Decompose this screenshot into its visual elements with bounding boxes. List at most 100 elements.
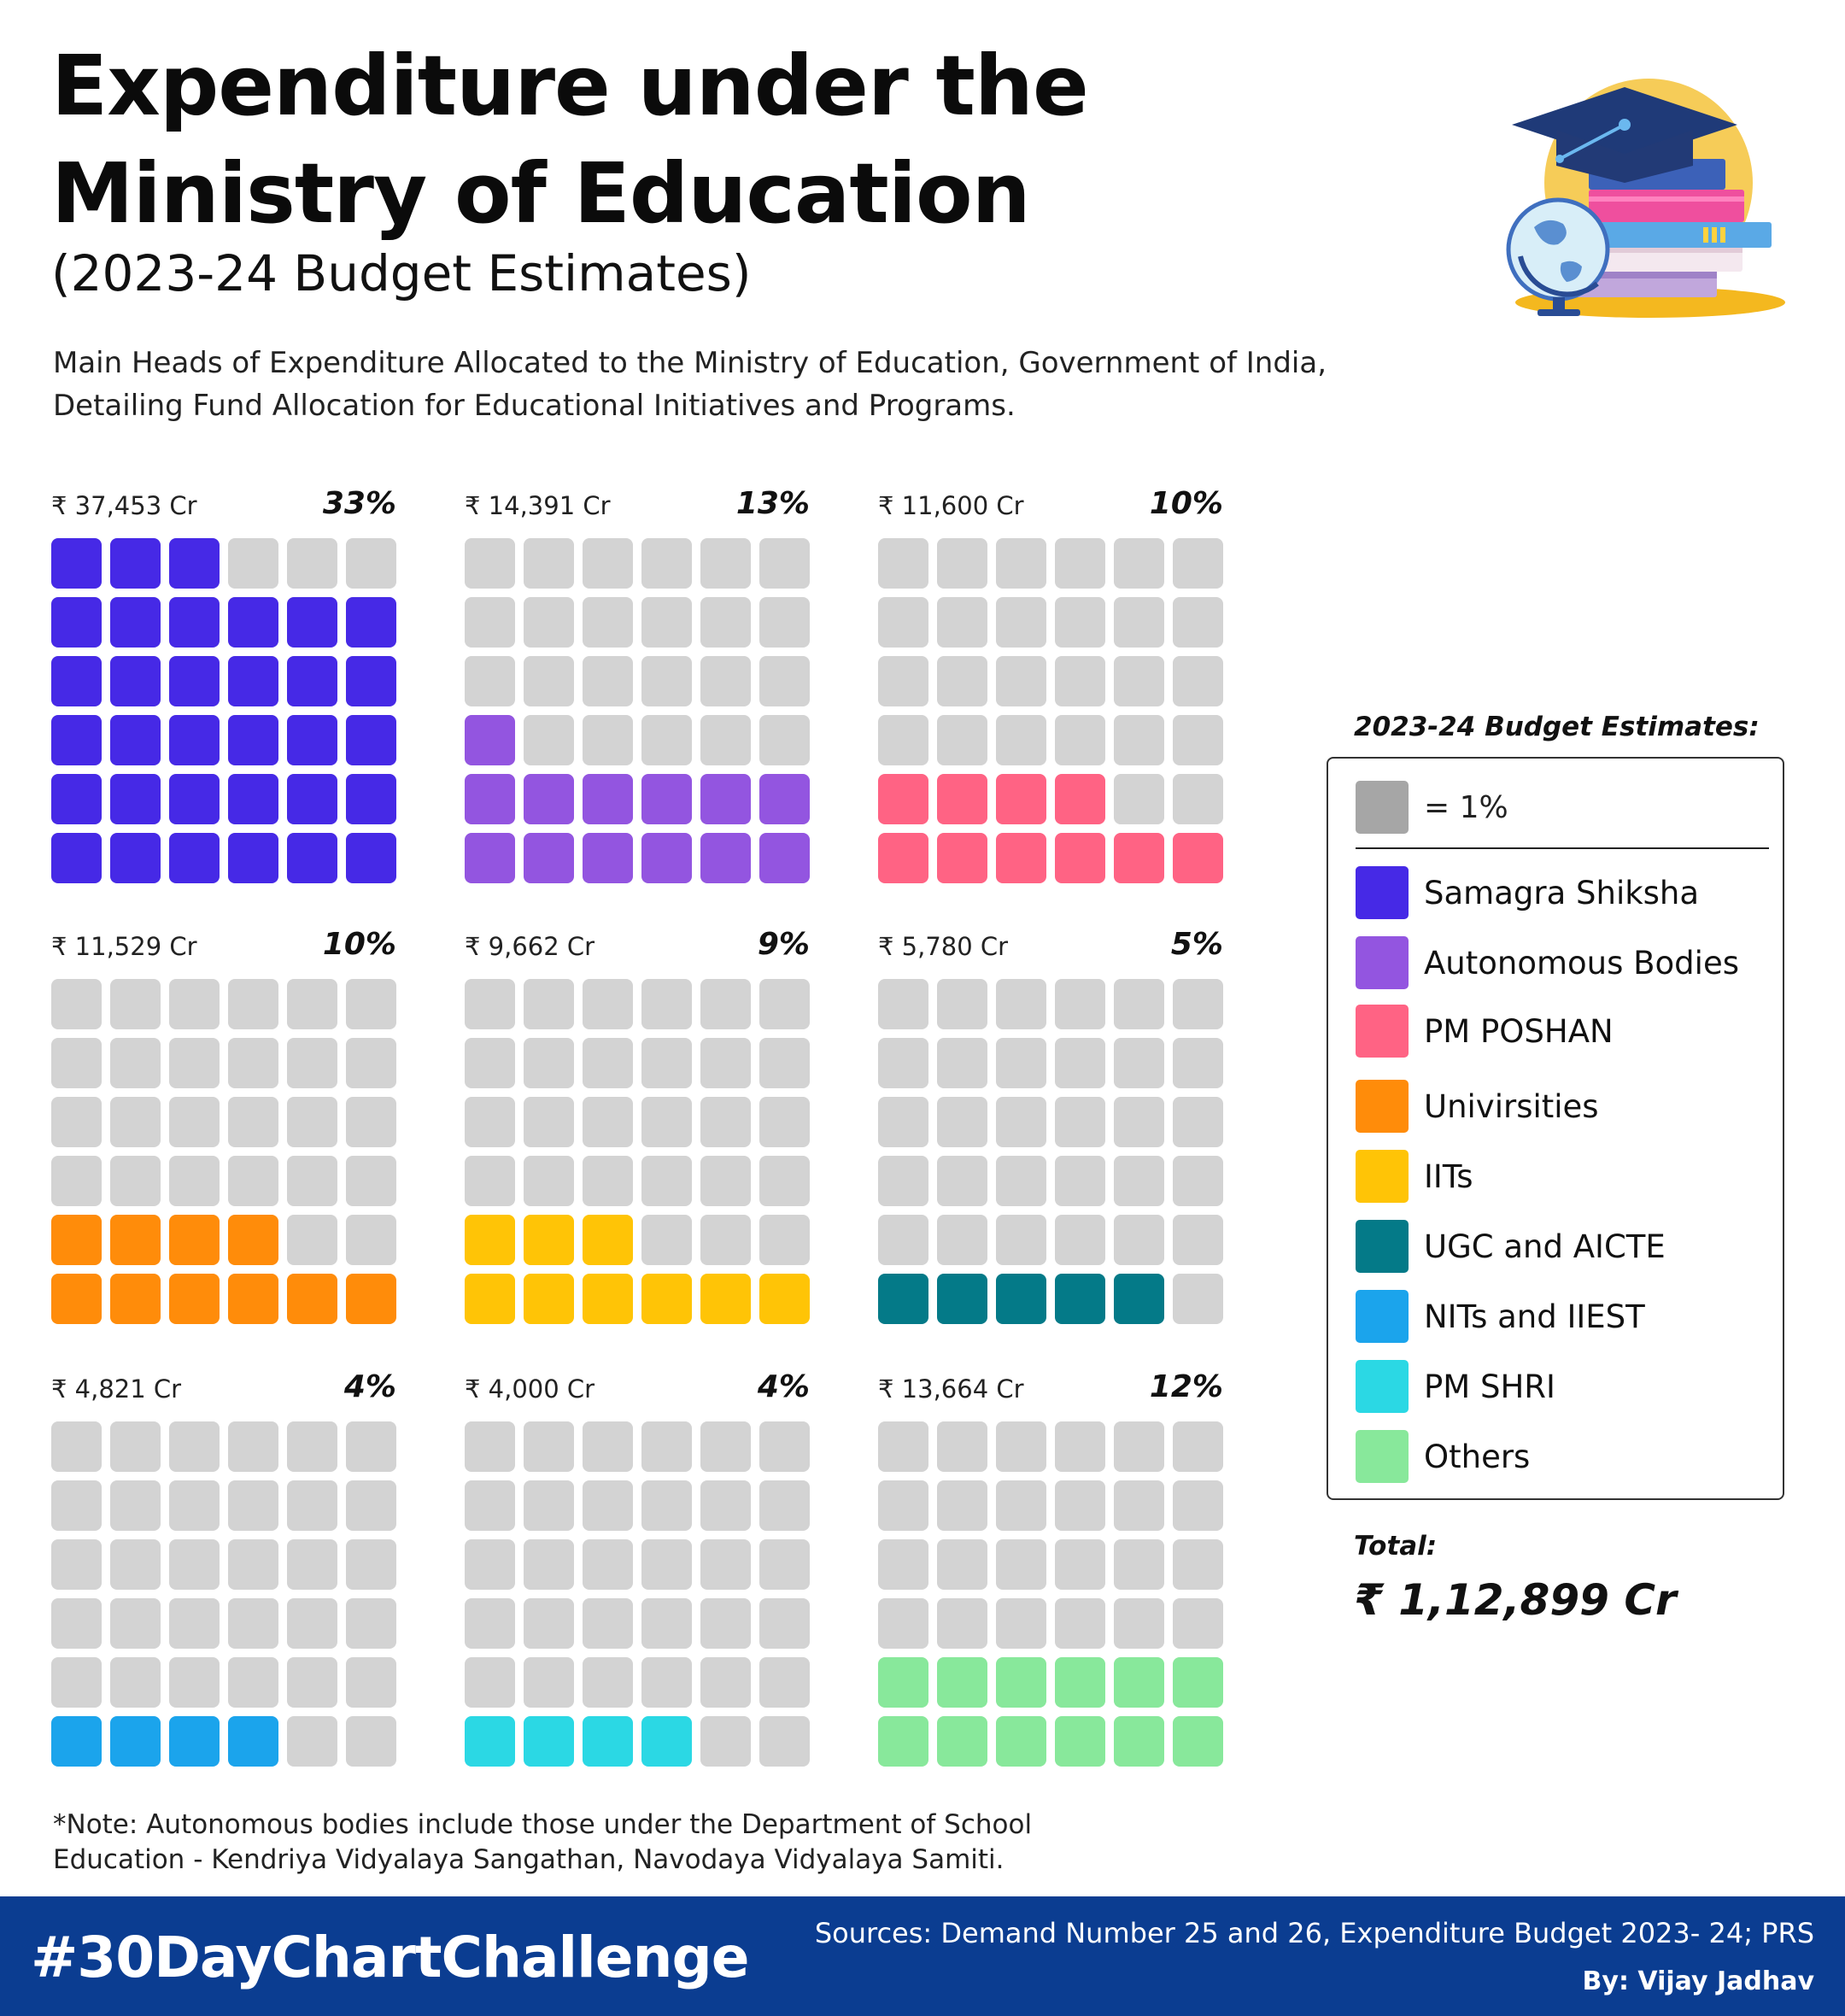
waffle-cell-filled [110, 597, 161, 648]
waffle-cell-empty [524, 538, 574, 589]
waffle-cell-empty [759, 1097, 810, 1147]
waffle-cell-empty [287, 1598, 337, 1649]
waffle-cell-filled [228, 1274, 278, 1324]
waffle-cell-empty [524, 1598, 574, 1649]
waffle-cell-empty [937, 1598, 987, 1649]
waffle-cell-filled [346, 833, 396, 883]
waffle-cell-empty [759, 1215, 810, 1265]
waffle-cell-empty [169, 1598, 220, 1649]
waffle-cell-filled [583, 1716, 633, 1767]
waffle-grid [51, 1421, 396, 1767]
legend-swatch [1356, 1080, 1409, 1133]
waffle-cell-empty [169, 1038, 220, 1088]
waffle-cell-empty [51, 1480, 102, 1531]
waffle-cell-empty [700, 1539, 751, 1590]
waffle-cell-empty [1114, 1480, 1164, 1531]
waffle-cell-empty [641, 538, 692, 589]
waffle-cell-filled [228, 715, 278, 765]
waffle-cell-filled [346, 715, 396, 765]
waffle-cell-filled [641, 1274, 692, 1324]
waffle-cell-filled [465, 833, 515, 883]
waffle-panel-nits-iiest: ₹ 4,821 Cr 4% [51, 1369, 396, 1767]
waffle-panel-others: ₹ 13,664 Cr 12% [878, 1369, 1223, 1767]
waffle-cell-empty [287, 1716, 337, 1767]
waffle-cell-empty [346, 1097, 396, 1147]
waffle-cell-empty [937, 656, 987, 706]
waffle-cell-empty [1055, 1156, 1105, 1206]
waffle-cell-filled [110, 1716, 161, 1767]
waffle-cell-filled [937, 1657, 987, 1708]
waffle-cell-empty [878, 1421, 928, 1472]
waffle-cell-filled [110, 715, 161, 765]
panel-percent: 9% [757, 927, 810, 962]
waffle-cell-filled [110, 1215, 161, 1265]
legend-item: NITs and IIEST [1356, 1290, 1645, 1343]
waffle-cell-empty [465, 1657, 515, 1708]
waffle-cell-empty [465, 1598, 515, 1649]
waffle-cell-empty [110, 1097, 161, 1147]
waffle-cell-empty [641, 656, 692, 706]
waffle-cell-empty [1173, 1097, 1223, 1147]
waffle-cell-empty [1114, 538, 1164, 589]
waffle-cell-empty [228, 1097, 278, 1147]
waffle-cell-filled [51, 774, 102, 824]
legend-item: IITs [1356, 1150, 1473, 1203]
waffle-cell-empty [700, 1097, 751, 1147]
waffle-cell-empty [465, 1156, 515, 1206]
waffle-cell-empty [583, 1097, 633, 1147]
waffle-cell-empty [641, 1657, 692, 1708]
legend-swatch [1356, 1220, 1409, 1273]
waffle-cell-empty [1173, 1480, 1223, 1531]
waffle-cell-empty [1114, 1038, 1164, 1088]
waffle-cell-filled [1173, 1657, 1223, 1708]
legend-item: PM SHRI [1356, 1360, 1555, 1413]
waffle-cell-empty [169, 1097, 220, 1147]
panel-percent: 33% [322, 486, 396, 521]
waffle-cell-empty [1055, 1598, 1105, 1649]
waffle-cell-empty [1114, 1097, 1164, 1147]
waffle-cell-empty [583, 597, 633, 648]
waffle-panel-pm-poshan: ₹ 11,600 Cr 10% [878, 486, 1223, 883]
sources: Sources: Demand Number 25 and 26, Expend… [814, 1917, 1814, 1949]
waffle-cell-empty [759, 656, 810, 706]
waffle-cell-empty [937, 1038, 987, 1088]
waffle-cell-empty [996, 1038, 1046, 1088]
legend-item: UGC and AICTE [1356, 1220, 1666, 1273]
waffle-cell-empty [465, 1097, 515, 1147]
waffle-cell-empty [1114, 656, 1164, 706]
waffle-cell-filled [465, 1716, 515, 1767]
waffle-cell-empty [937, 538, 987, 589]
waffle-cell-empty [700, 1038, 751, 1088]
waffle-cell-filled [465, 1215, 515, 1265]
waffle-cell-filled [346, 1274, 396, 1324]
waffle-cell-empty [1114, 597, 1164, 648]
waffle-cell-empty [1055, 1215, 1105, 1265]
waffle-cell-empty [937, 715, 987, 765]
waffle-cell-empty [996, 1215, 1046, 1265]
waffle-cell-empty [996, 979, 1046, 1029]
waffle-cell-empty [465, 1539, 515, 1590]
waffle-cell-empty [700, 597, 751, 648]
waffle-cell-empty [996, 1156, 1046, 1206]
waffle-grid [465, 979, 810, 1324]
waffle-cell-empty [937, 1539, 987, 1590]
waffle-cell-empty [937, 1156, 987, 1206]
waffle-cell-filled [110, 538, 161, 589]
waffle-cell-empty [700, 1657, 751, 1708]
waffle-cell-empty [583, 1480, 633, 1531]
waffle-cell-empty [700, 1716, 751, 1767]
waffle-cell-empty [700, 1156, 751, 1206]
waffle-cell-empty [1173, 774, 1223, 824]
waffle-cell-empty [583, 1156, 633, 1206]
waffle-cell-empty [287, 1421, 337, 1472]
waffle-cell-filled [641, 1716, 692, 1767]
waffle-cell-empty [524, 715, 574, 765]
waffle-cell-filled [346, 597, 396, 648]
waffle-panel-ugc-aicte: ₹ 5,780 Cr 5% [878, 927, 1223, 1324]
waffle-cell-empty [759, 715, 810, 765]
waffle-cell-empty [346, 1480, 396, 1531]
waffle-grid [51, 979, 396, 1324]
waffle-cell-empty [465, 1038, 515, 1088]
waffle-cell-empty [937, 1215, 987, 1265]
waffle-cell-empty [287, 1657, 337, 1708]
